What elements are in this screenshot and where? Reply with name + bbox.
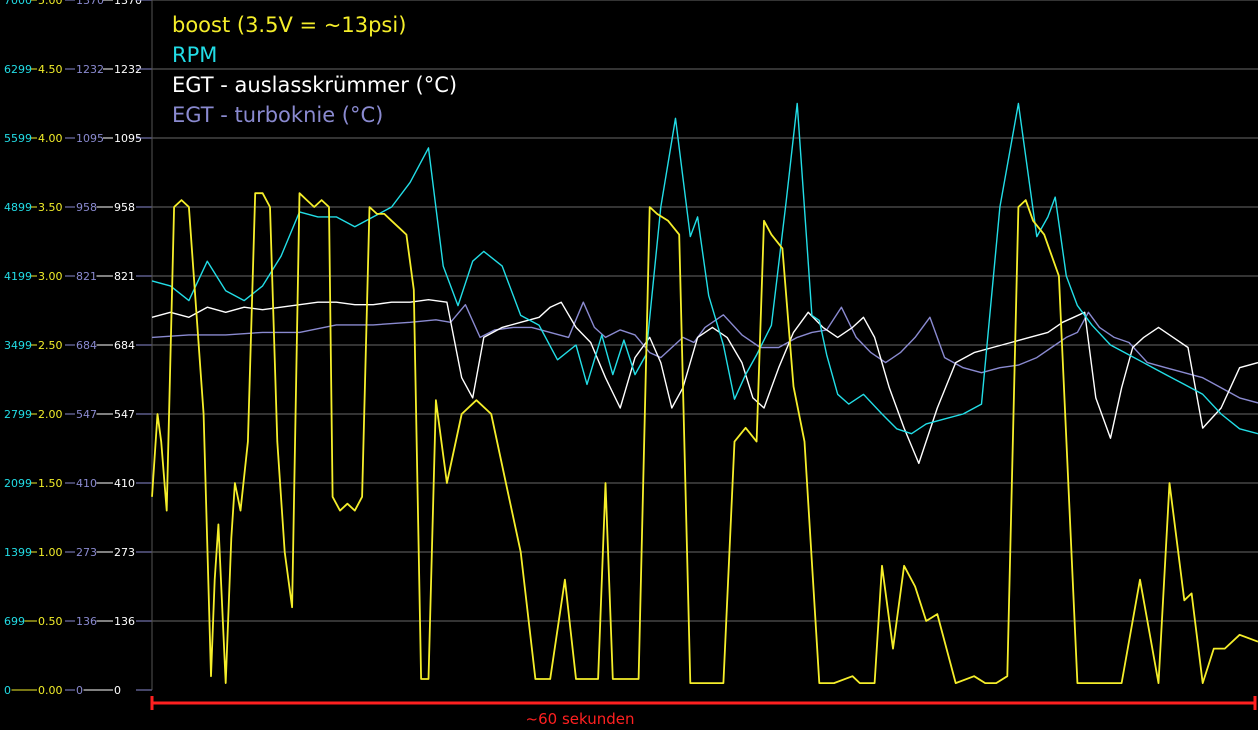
- tick-label-egt1: 684: [76, 339, 97, 352]
- time-scale: ~60 sekunden: [150, 696, 1257, 728]
- tick-label-rpm: 6299: [4, 63, 32, 76]
- tick-label-rpm: 699: [4, 615, 25, 628]
- tick-label-egt2: 547: [114, 408, 135, 421]
- legend-item-egt-manifold: EGT - auslasskrümmer (°C): [172, 73, 458, 97]
- series-line-boost: [151, 192, 1258, 684]
- tick-label-egt2: 1232: [114, 63, 142, 76]
- gridlines: [152, 0, 1258, 622]
- tick-label-rpm: 1399: [4, 546, 32, 559]
- legend: boost (3.5V = ~13psi) RPM EGT - auslassk…: [172, 10, 457, 130]
- plot-area: [151, 102, 1258, 684]
- legend-item-rpm: RPM: [172, 43, 218, 67]
- tick-label-egt2: 0: [114, 684, 121, 697]
- tick-label-egt2: 1095: [114, 132, 142, 145]
- tick-label-egt1: 273: [76, 546, 97, 559]
- tick-label-rpm: 2799: [4, 408, 32, 421]
- legend-item-boost: boost (3.5V = ~13psi): [172, 13, 407, 37]
- tick-label-egt1: 136: [76, 615, 97, 628]
- tick-label-egt2: 136: [114, 615, 135, 628]
- tick-label-rpm: 7000: [4, 0, 32, 7]
- tick-label-egt2: 410: [114, 477, 135, 490]
- tick-label-rpm: 4899: [4, 201, 32, 214]
- tick-label-volt: 5.00: [38, 0, 63, 7]
- tick-label-volt: 0.00: [38, 684, 63, 697]
- tick-label-volt: 2.50: [38, 339, 63, 352]
- tick-label-egt2: 273: [114, 546, 135, 559]
- tick-label-volt: 3.50: [38, 201, 63, 214]
- tick-label-egt2: 958: [114, 201, 135, 214]
- tick-label-egt1: 821: [76, 270, 97, 283]
- tick-label-egt2: 821: [114, 270, 135, 283]
- tick-label-egt1: 1370: [76, 0, 104, 7]
- tick-label-egt1: 958: [76, 201, 97, 214]
- legend-item-egt-turbo: EGT - turboknie (°C): [172, 103, 384, 127]
- tick-label-egt1: 547: [76, 408, 97, 421]
- tick-label-volt: 4.50: [38, 63, 63, 76]
- tick-label-egt1: 1232: [76, 63, 104, 76]
- tick-label-rpm: 0: [4, 684, 11, 697]
- tick-label-volt: 3.00: [38, 270, 63, 283]
- tick-label-rpm: 4199: [4, 270, 32, 283]
- tick-label-egt1: 1095: [76, 132, 104, 145]
- axis-tick-labels: 0 0.00 0 0 699 0.50 136 136 1399 1.00 273 273 2099 1.…: [4, 0, 152, 697]
- tick-label-rpm: 2099: [4, 477, 32, 490]
- series-line-egt-turbo: [151, 301, 1258, 404]
- tick-label-volt: 1.00: [38, 546, 63, 559]
- tick-label-volt: 1.50: [38, 477, 63, 490]
- tick-label-volt: 0.50: [38, 615, 63, 628]
- tick-label-volt: 4.00: [38, 132, 63, 145]
- tick-label-egt1: 0: [76, 684, 83, 697]
- tick-label-rpm: 5599: [4, 132, 32, 145]
- tick-label-rpm: 3499: [4, 339, 32, 352]
- series-line-egt-manifold: [151, 299, 1258, 465]
- tick-label-egt2: 1370: [114, 0, 142, 7]
- tick-label-egt1: 410: [76, 477, 97, 490]
- time-scale-label: ~60 sekunden: [526, 710, 635, 728]
- tick-label-egt2: 684: [114, 339, 135, 352]
- tick-label-volt: 2.00: [38, 408, 63, 421]
- series-line-rpm: [151, 102, 1258, 435]
